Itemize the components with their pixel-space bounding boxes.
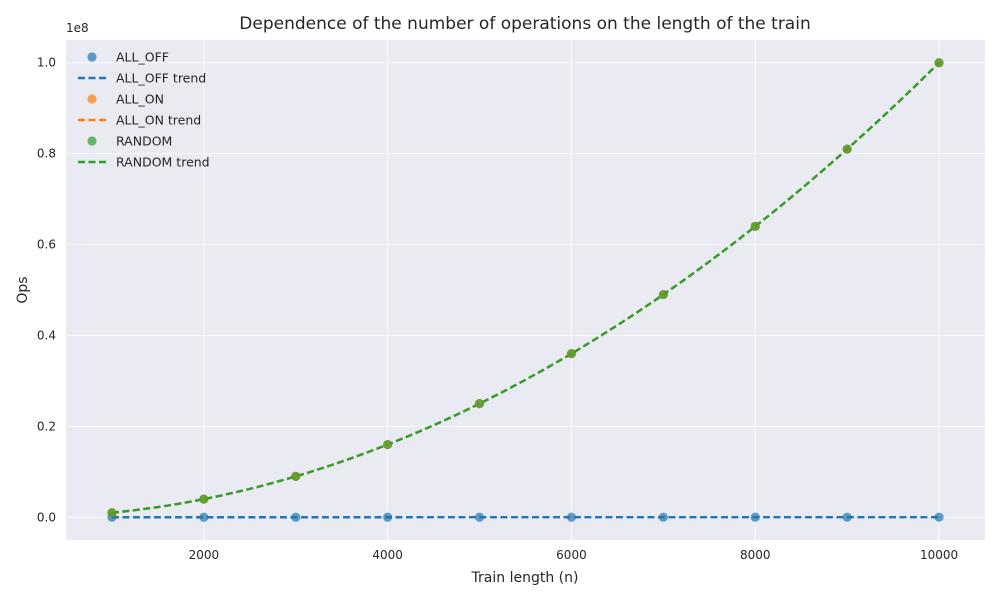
point-all-off <box>658 512 668 522</box>
point-all-off <box>291 512 301 522</box>
point-random <box>842 144 852 154</box>
point-all-off <box>474 512 485 522</box>
point-random <box>291 471 301 481</box>
point-random <box>934 58 944 68</box>
y-tick-label: 0.6 <box>37 238 56 252</box>
point-random <box>474 399 485 409</box>
point-random <box>750 221 760 231</box>
y-axis-ticks: 0.0 0.2 0.4 0.6 0.8 1.0 <box>37 56 56 525</box>
x-axis-ticks: 2000 4000 6000 8000 10000 <box>189 548 959 562</box>
point-all-off <box>842 512 852 522</box>
chart-title: Dependence of the number of operations o… <box>239 14 810 34</box>
point-all-off <box>750 512 760 522</box>
point-all-off <box>383 512 393 522</box>
data-points <box>107 58 944 522</box>
legend-marker-random <box>87 136 97 146</box>
y-tick-label: 0.0 <box>37 510 56 524</box>
point-random <box>383 439 393 450</box>
plot-area <box>66 40 985 540</box>
x-axis-label: Train length (n) <box>471 570 579 586</box>
point-random <box>107 508 117 518</box>
legend-marker-all-off <box>87 52 97 62</box>
y-axis-label: Ops <box>15 276 31 303</box>
legend-label: ALL_OFF <box>116 50 169 65</box>
point-random <box>566 349 577 359</box>
legend-marker-all-on <box>87 94 97 104</box>
x-tick-label: 8000 <box>740 548 771 562</box>
y-tick-label: 0.2 <box>37 419 56 433</box>
legend-label: RANDOM trend <box>116 155 210 170</box>
legend-label: RANDOM <box>116 134 172 149</box>
trend-line-random <box>111 61 940 514</box>
legend-label: ALL_ON trend <box>116 113 201 128</box>
y-tick-label: 0.4 <box>37 328 56 342</box>
trend-lines <box>111 61 940 519</box>
x-tick-label: 2000 <box>189 548 220 562</box>
point-random <box>658 289 668 300</box>
point-all-off <box>934 512 944 522</box>
y-tick-label: 1.0 <box>37 56 56 70</box>
point-random <box>199 494 209 504</box>
point-all-off <box>566 512 577 522</box>
x-tick-label: 10000 <box>920 548 958 562</box>
legend: ALL_OFF ALL_OFF trend ALL_ON ALL_ON trend RA… <box>78 50 210 170</box>
y-tick-label: 0.8 <box>37 147 56 161</box>
y-axis-offset-text: 1e8 <box>66 21 89 35</box>
legend-label: ALL_OFF trend <box>116 71 206 86</box>
x-tick-label: 6000 <box>556 548 587 562</box>
point-all-off <box>199 512 209 522</box>
x-tick-label: 4000 <box>372 548 403 562</box>
legend-label: ALL_ON <box>116 92 164 107</box>
